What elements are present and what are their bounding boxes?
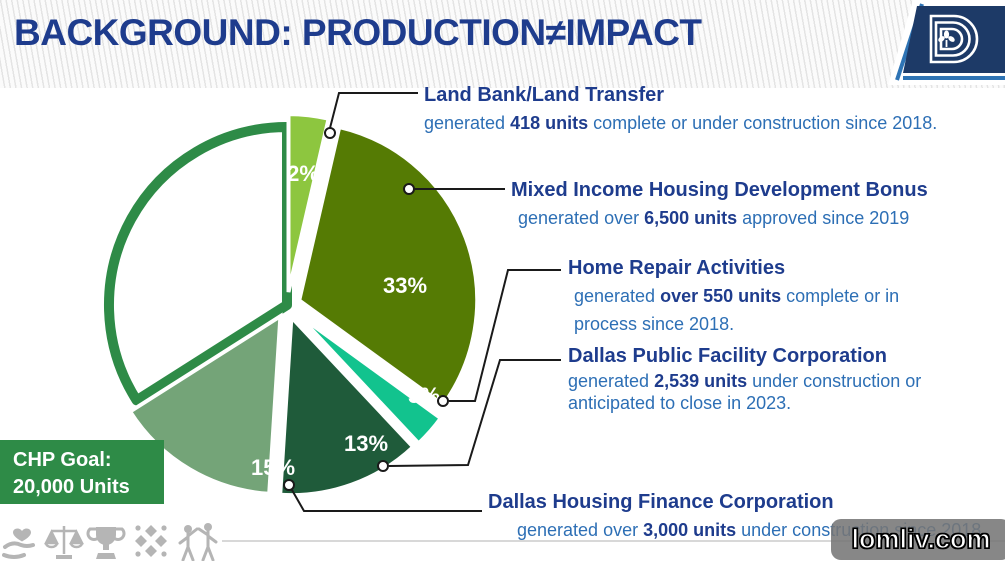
- callout-dpfc: Dallas Public Facility Corporation gener…: [568, 345, 1005, 414]
- logo-accent-underline: [903, 76, 1005, 80]
- city-of-dallas-logo: [888, 0, 1005, 85]
- watermark: lomliv.com: [831, 519, 1005, 560]
- pie-slice-remainder: [103, 122, 292, 406]
- pie-label-2pct: 2%: [287, 161, 319, 186]
- page-title: BACKGROUND: PRODUCTION≠IMPACT: [14, 12, 702, 53]
- callout-title: Mixed Income Housing Development Bonus: [511, 179, 928, 201]
- callout-title: Home Repair Activities: [568, 257, 786, 279]
- pie-label-15pct: 15%: [251, 455, 295, 480]
- pie-slice-land-bank: [286, 112, 331, 293]
- pie-label-3pct: 3%: [408, 383, 440, 408]
- callout-desc: generated over 550 units complete or in …: [574, 286, 900, 334]
- callout-home-repair: Home Repair Activities generated over 55…: [568, 257, 1005, 339]
- pie-slice-dhfc: [127, 312, 283, 496]
- callout-desc: generated 2,539 units under construction…: [568, 371, 922, 413]
- callout-land-bank: Land Bank/Land Transfer generated 418 un…: [424, 84, 1004, 137]
- leaf-icon: [938, 30, 955, 47]
- chp-goal-badge: CHP Goal: 20,000 Units: [0, 440, 164, 504]
- pie-label-13pct: 13%: [344, 431, 388, 456]
- dallas-d-icon: [929, 14, 979, 64]
- people-icon: [178, 523, 218, 561]
- chp-goal-line1: CHP Goal:: [13, 449, 112, 471]
- callout-title: Dallas Housing Finance Corporation: [488, 491, 834, 513]
- hand-heart-icon: [2, 528, 35, 559]
- pie-label-33pct: 33%: [383, 273, 427, 298]
- callout-title: Land Bank/Land Transfer: [424, 84, 665, 106]
- callout-desc: generated 418 units complete or under co…: [424, 113, 938, 133]
- scales-icon: [44, 526, 84, 559]
- callout-mixed-income: Mixed Income Housing Development Bonus g…: [511, 179, 1005, 232]
- callout-desc: generated over 6,500 units approved sinc…: [518, 208, 910, 228]
- pie-chart: 2% 33% 3% 13% 15%: [103, 112, 480, 498]
- pinwheel-icon: [135, 525, 167, 557]
- callout-title: Dallas Public Facility Corporation: [568, 345, 887, 367]
- chp-goal-line2: 20,000 Units: [13, 476, 130, 498]
- trophy-icon: [86, 527, 126, 559]
- header-band: BACKGROUND: PRODUCTION≠IMPACT: [0, 0, 1005, 88]
